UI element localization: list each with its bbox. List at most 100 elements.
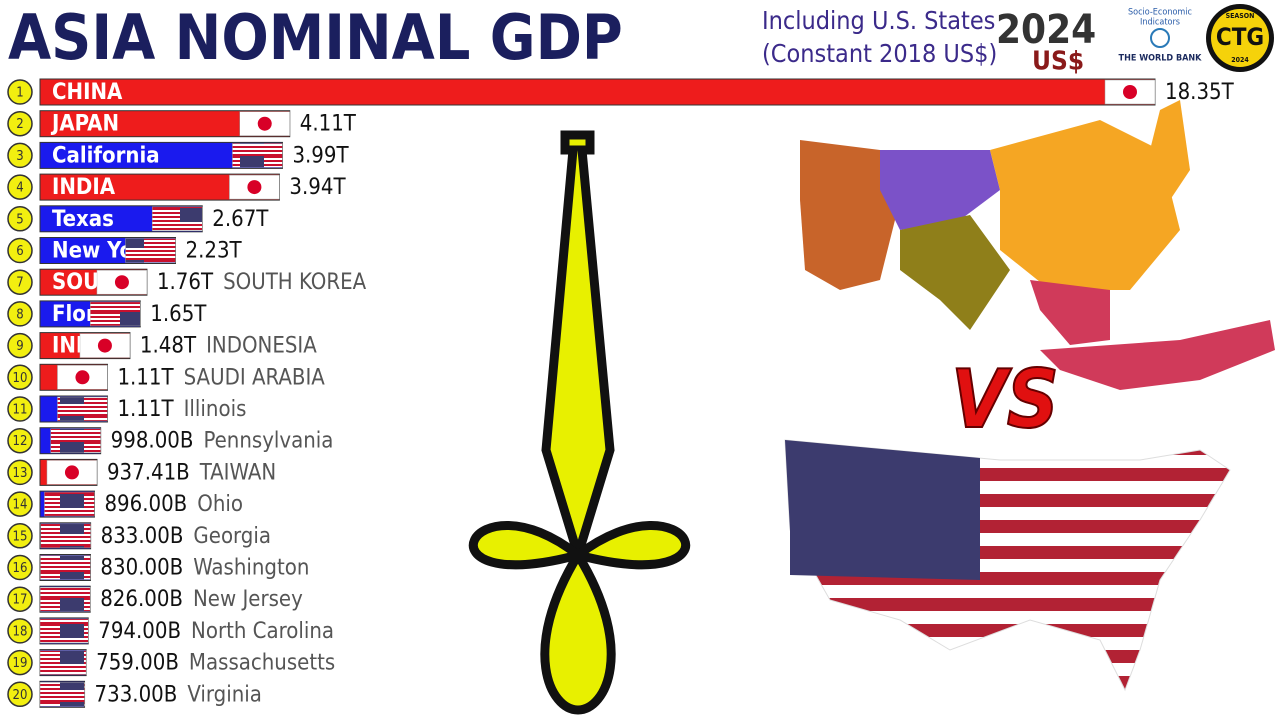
flag [232, 143, 283, 168]
value-label: 896.00B [104, 492, 187, 517]
rank-circle [7, 364, 33, 391]
category-label: INDONESIA [206, 334, 317, 359]
category-label: SAUDI ARABIA [184, 365, 326, 390]
value-label: 1.76T [157, 270, 214, 295]
flag [114, 275, 129, 290]
value-label: 998.00B [111, 429, 194, 454]
rank-circle [7, 142, 33, 169]
bar-label: INDIA [52, 175, 116, 200]
rank-circle [7, 237, 33, 264]
badge-text: CTG [1216, 23, 1264, 51]
rank: 4 [16, 181, 23, 196]
category-label: Pennsylvania [203, 429, 333, 454]
subtitle: (Constant 2018 US$) [762, 39, 997, 68]
rank: 9 [16, 339, 23, 354]
flag [44, 491, 95, 517]
bar-label: JAPAN [50, 112, 119, 137]
rank: 15 [13, 529, 28, 544]
us-map [785, 440, 980, 580]
category-label: SOUTH KOREA [223, 270, 366, 295]
rank-circle [7, 491, 33, 517]
flag [64, 465, 79, 480]
category-label: New Jersey [193, 587, 303, 612]
flag [125, 238, 176, 263]
rank-circle [7, 523, 33, 549]
value-label: 2.23T [186, 239, 243, 264]
rank-circle [7, 427, 33, 454]
rank: 20 [13, 688, 28, 703]
rank-circle [7, 459, 33, 486]
rank: 6 [16, 244, 23, 259]
flag [151, 206, 203, 232]
rank: 12 [13, 434, 28, 449]
value-label: 759.00B [96, 651, 179, 676]
value-label: 794.00B [98, 619, 181, 644]
bar-label: Texas [52, 207, 114, 232]
value-label: 833.00B [101, 524, 184, 549]
flag [50, 428, 101, 453]
currency: US$ [1032, 47, 1084, 77]
category-label: TAIWAN [199, 460, 276, 485]
value-label: 1.48T [140, 334, 197, 359]
rank-circle [7, 174, 33, 200]
source: Indicators [1140, 18, 1180, 28]
rank-circle [7, 649, 33, 676]
rank-circle [7, 110, 33, 137]
rank: 13 [13, 466, 28, 481]
value-label: 1.11T [117, 397, 174, 422]
category-label: Massachusetts [189, 651, 335, 676]
bar-label: SOUTH KOREA [52, 270, 212, 295]
bar [39, 78, 1156, 106]
flag [97, 338, 112, 353]
rank: 2 [16, 117, 23, 132]
rank-circle [7, 396, 33, 422]
source: Socio-Economic [1128, 8, 1192, 18]
asia-map [800, 100, 1275, 390]
flag [39, 682, 85, 707]
category-label: Virginia [187, 682, 262, 707]
flag [39, 586, 91, 612]
value-label: 826.00B [100, 587, 183, 612]
rank: 5 [16, 212, 23, 227]
value-label: 1.11T [117, 365, 174, 390]
flag [1123, 85, 1137, 99]
flag [39, 650, 87, 675]
flag [57, 396, 108, 422]
title: ASIA NOMINAL GDP [8, 1, 623, 74]
badge-text: 2024 [1231, 56, 1249, 64]
rank-circle [7, 301, 33, 327]
rank: 17 [13, 593, 28, 608]
rank-circle [7, 618, 33, 644]
subtitle: Including U.S. States [762, 6, 995, 35]
flag [75, 370, 90, 385]
category-label: Ohio [197, 492, 243, 517]
category-label: Illinois [184, 397, 247, 422]
value-label: 18.35T [1165, 80, 1235, 105]
year: 2024 [996, 7, 1096, 53]
rank: 7 [16, 276, 23, 291]
source: THE WORLD BANK [1119, 54, 1203, 64]
badge [1211, 9, 1269, 67]
value-label: 4.11T [300, 112, 357, 137]
rank: 11 [13, 403, 28, 418]
value-label: 1.65T [150, 302, 207, 327]
bar-label: California [52, 143, 160, 168]
value-label: 2.67T [212, 207, 269, 232]
flag [40, 523, 91, 549]
value-label: 3.99T [292, 143, 349, 168]
rank-circle [7, 681, 33, 708]
rank: 14 [13, 498, 28, 513]
bar-label: INDONESIA [52, 334, 177, 359]
rank: 19 [13, 656, 28, 671]
bar-label: New York [52, 239, 157, 264]
category-label: Georgia [193, 524, 271, 549]
flag [247, 180, 262, 195]
rank-circle [7, 206, 33, 232]
decoration [468, 130, 691, 715]
rank: 10 [13, 371, 28, 386]
category-label: North Carolina [191, 619, 334, 644]
logo [1150, 28, 1170, 48]
rank: 18 [13, 624, 28, 639]
value-label: 3.94T [289, 175, 346, 200]
